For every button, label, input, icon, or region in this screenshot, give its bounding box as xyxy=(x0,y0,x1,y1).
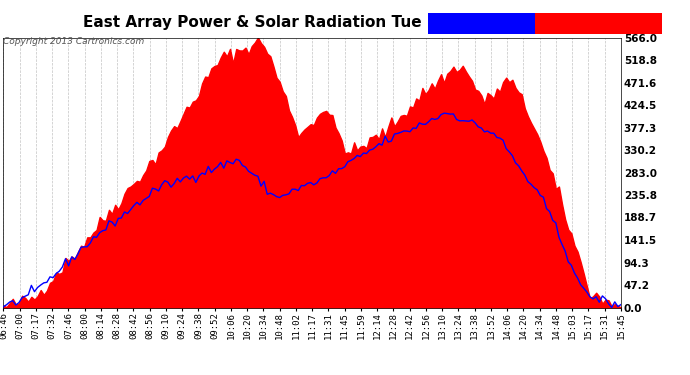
Text: Radiation (w/m2): Radiation (w/m2) xyxy=(431,18,526,27)
Text: East Array (DC Watts): East Array (DC Watts) xyxy=(538,18,658,27)
Text: Copyright 2013 Cartronics.com: Copyright 2013 Cartronics.com xyxy=(3,38,145,46)
Text: East Array Power & Solar Radiation Tue Feb 26 15:53: East Array Power & Solar Radiation Tue F… xyxy=(83,15,538,30)
